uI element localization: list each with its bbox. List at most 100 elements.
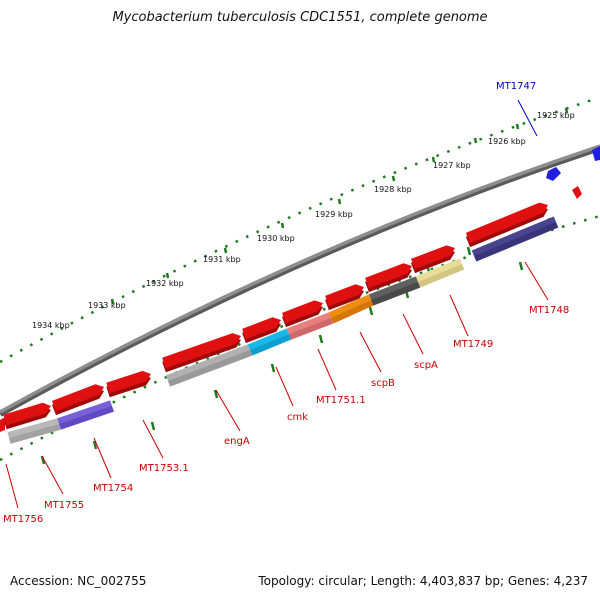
forward-gene-arrow (242, 317, 281, 340)
reverse-gene-block (286, 312, 334, 340)
forward-gene-arrow (325, 284, 364, 307)
reverse-gene-block (471, 216, 559, 262)
inner-tick-mark (150, 421, 156, 431)
map-title: Mycobacterium tuberculosis CDC1551, comp… (112, 10, 488, 25)
label-leader-line (517, 99, 538, 137)
forward-gene-track (0, 202, 548, 432)
kbp-tick-mark (391, 175, 396, 182)
reverse-gene-track (7, 216, 559, 444)
accession-text: Accession: NC_002755 (10, 574, 147, 588)
reverse-gene-block (328, 294, 374, 324)
forward-gene-arrow (52, 384, 104, 412)
label-leader-line (449, 294, 469, 337)
reverse-gene-block (165, 344, 253, 387)
kbp-tick-label: 1927 kbp (433, 161, 471, 170)
topology-text: Topology: circular; Length: 4,403,837 bp… (258, 574, 588, 588)
reverse-gene-block-shade (474, 222, 559, 262)
gene-label: MT1751.1 (316, 395, 366, 406)
gene-label: MT1753.1 (139, 463, 189, 474)
kbp-tick-mark (165, 272, 170, 279)
gene-label: scpB (371, 378, 395, 389)
reverse-gene-block (57, 400, 114, 430)
gene-label: scpA (414, 360, 438, 371)
outer-scale-dots (0, 96, 599, 364)
reverse-gene-block-shade (9, 424, 61, 444)
kbp-tick-label: 1925 kbp (537, 111, 575, 120)
reverse-gene-block-shade (59, 406, 114, 430)
inner-tick-mark (318, 334, 324, 344)
forward-gene-arrow (282, 300, 323, 324)
reverse-gene-block (368, 276, 421, 306)
inner-tick-mark (213, 389, 219, 399)
inner-tick-mark (368, 306, 374, 316)
gene-arrow-red (572, 186, 582, 199)
kbp-tick-label: 1934 kbp (32, 321, 70, 330)
kbp-tick-mark (280, 222, 285, 229)
kbp-tick-mark (515, 123, 520, 130)
reverse-gene-block-shade (289, 318, 334, 340)
kbp-tick-group (40, 107, 569, 465)
forward-gene-arrow (3, 402, 51, 426)
reverse-gene-block-shade (250, 334, 292, 356)
gene-label: MT1748 (529, 305, 569, 316)
kbp-tick-mark (337, 198, 342, 205)
label-leader-line (524, 261, 549, 301)
outer-gene-track (546, 146, 600, 199)
kbp-tick-label: 1932 kbp (146, 279, 184, 288)
inner-tick-mark (466, 246, 472, 256)
forward-gene-arrow (365, 263, 412, 289)
kbp-tick-label: 1933 kbp (88, 301, 126, 310)
gene-arrow-blue (592, 146, 600, 161)
label-leader-line (359, 331, 382, 373)
label-leader-line (402, 313, 424, 355)
reverse-gene-block-shade (168, 350, 253, 387)
kbp-tick-mark (110, 298, 115, 305)
label-leader-line (142, 419, 164, 459)
reverse-gene-block (415, 258, 465, 288)
forward-gene-arrow (0, 417, 5, 432)
gene-label: MT1754 (93, 483, 133, 494)
kbp-tick-label: 1929 kbp (315, 210, 353, 219)
gene-label: engA (224, 436, 250, 447)
gene-label: MT1747 (496, 81, 536, 92)
gene-label: MT1755 (44, 500, 84, 511)
reverse-gene-block (7, 418, 61, 444)
kbp-tick-mark (564, 107, 569, 114)
kbp-tick-label: 1931 kbp (203, 255, 241, 264)
label-leader-line (275, 366, 294, 407)
gene-label: MT1749 (453, 339, 493, 350)
gene-label: cmk (287, 412, 308, 423)
reverse-gene-block-shade (371, 282, 421, 306)
label-leader-line (93, 437, 112, 479)
inner-tick-mark (92, 440, 98, 450)
kbp-tick-label: 1926 kbp (488, 137, 526, 146)
reverse-gene-block (247, 328, 292, 356)
inner-tick-mark (270, 363, 276, 373)
forward-gene-arrow (162, 333, 241, 369)
kbp-tick-label: 1928 kbp (374, 185, 412, 194)
label-leader-line (5, 463, 19, 509)
backbone-shadow (0, 145, 600, 417)
gene-label: MT1756 (3, 514, 43, 525)
label-leader-line (215, 389, 241, 432)
gene-label-group: MT1747 MT1748 MT1749 scpA scpB MT1751.1 cmk eng… (3, 81, 569, 525)
label-leader-line (317, 348, 337, 391)
reverse-gene-block-shade (331, 300, 374, 324)
kbp-tick-mark (223, 247, 228, 254)
forward-gene-arrow (411, 245, 455, 270)
kbp-tick-mark (431, 156, 436, 163)
reverse-gene-block-shade (418, 264, 465, 288)
gene-arrow-blue (546, 167, 561, 181)
backbone (0, 144, 600, 414)
kbp-tick-label-group: 1925 kbp 1926 kbp 1927 kbp 1928 kbp 1929 kbp… (32, 111, 575, 330)
kbp-tick-label: 1930 kbp (257, 234, 295, 243)
label-leader-lines (5, 99, 549, 509)
inner-scale-dots (0, 214, 600, 462)
kbp-tick-mark (473, 137, 478, 144)
inner-tick-mark (518, 261, 524, 271)
forward-gene-arrow (106, 370, 151, 394)
label-leader-line (41, 455, 64, 495)
forward-gene-arrow (465, 202, 548, 244)
